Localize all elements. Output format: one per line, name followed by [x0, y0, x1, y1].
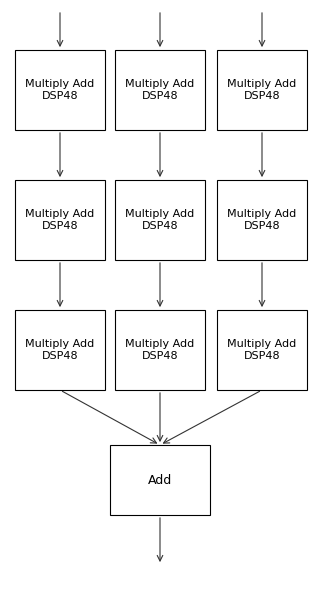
Text: Multiply Add
DSP48: Multiply Add DSP48 [227, 209, 297, 231]
Bar [15, 310, 105, 390]
Text: Multiply Add
DSP48: Multiply Add DSP48 [227, 79, 297, 101]
Bar [110, 445, 210, 515]
Bar [217, 180, 307, 260]
Text: Multiply Add
DSP48: Multiply Add DSP48 [126, 339, 195, 361]
Text: Add: Add [148, 474, 172, 487]
Bar [15, 180, 105, 260]
Bar [217, 310, 307, 390]
Text: Multiply Add
DSP48: Multiply Add DSP48 [227, 339, 297, 361]
Text: Multiply Add
DSP48: Multiply Add DSP48 [126, 79, 195, 101]
Bar [217, 50, 307, 130]
Bar [15, 50, 105, 130]
Text: Multiply Add
DSP48: Multiply Add DSP48 [25, 209, 95, 231]
Bar [115, 310, 205, 390]
Text: Multiply Add
DSP48: Multiply Add DSP48 [25, 79, 95, 101]
Text: Multiply Add
DSP48: Multiply Add DSP48 [25, 339, 95, 361]
Bar [115, 50, 205, 130]
Bar [115, 180, 205, 260]
Text: Multiply Add
DSP48: Multiply Add DSP48 [126, 209, 195, 231]
